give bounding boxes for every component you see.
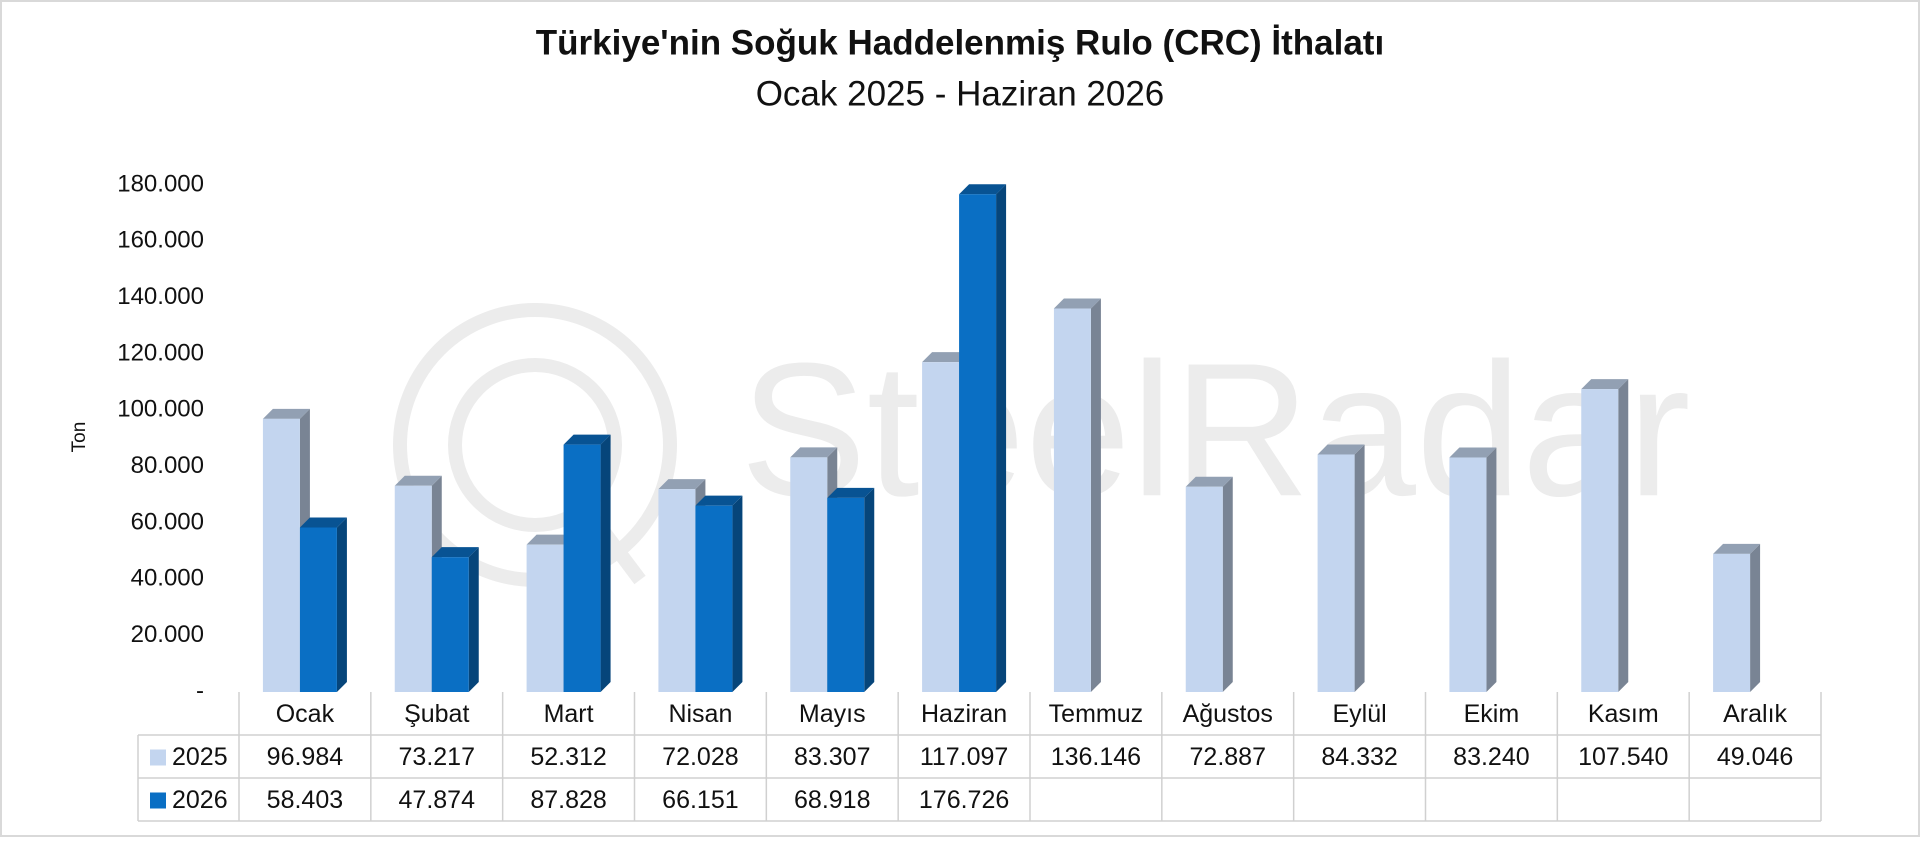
bar-top xyxy=(563,434,611,445)
chart-subtitle: Ocak 2025 - Haziran 2026 xyxy=(756,74,1165,113)
y-tick-label: 160.000 xyxy=(117,227,204,254)
x-tick-label: Mayıs xyxy=(799,700,866,728)
bar xyxy=(1713,553,1751,692)
legend-label: 2026 xyxy=(172,786,228,814)
y-axis-label: Ton xyxy=(69,422,90,453)
legend-label: 2025 xyxy=(172,743,228,771)
x-tick-label: Haziran xyxy=(921,700,1007,728)
data-table-value: 72.887 xyxy=(1190,743,1266,771)
bar-side xyxy=(600,434,611,692)
bar-side xyxy=(1354,444,1365,692)
bar-top xyxy=(1185,476,1233,487)
bar-top xyxy=(1317,444,1365,455)
data-table-value: 58.403 xyxy=(267,786,343,814)
bar-top xyxy=(526,534,574,545)
bar-top xyxy=(827,487,875,498)
x-tick-label: Ocak xyxy=(276,700,335,728)
bar-top xyxy=(394,475,442,486)
bar xyxy=(262,418,300,692)
y-tick-label: 20.000 xyxy=(131,621,204,648)
data-table-value: 72.028 xyxy=(662,743,738,771)
bar-side xyxy=(1750,543,1761,692)
legend-swatch xyxy=(150,749,166,766)
x-tick-label: Eylül xyxy=(1332,700,1386,728)
bar-side xyxy=(1486,447,1497,692)
bar-top xyxy=(1713,543,1761,554)
data-table-value: 49.046 xyxy=(1717,743,1793,771)
data-table-value: 107.540 xyxy=(1578,743,1668,771)
data-table-value: 96.984 xyxy=(267,743,344,771)
bar xyxy=(827,497,865,692)
y-tick-label: 60.000 xyxy=(131,508,204,535)
bar xyxy=(695,505,733,692)
bar xyxy=(658,489,696,692)
bar xyxy=(1581,389,1619,692)
x-tick-label: Ağustos xyxy=(1183,700,1273,728)
bar xyxy=(1449,457,1487,692)
data-table-value: 68.918 xyxy=(794,786,870,814)
bar-top xyxy=(1449,447,1497,458)
data-table-value: 83.307 xyxy=(794,743,870,771)
bar xyxy=(394,485,432,692)
bar-top xyxy=(790,447,838,458)
data-table-value: 176.726 xyxy=(919,786,1009,814)
bar xyxy=(431,557,469,692)
x-tick-label: Şubat xyxy=(404,700,469,728)
bar xyxy=(299,527,337,692)
data-table: Ocak Şubat Mart Nisan Mayıs Haziran Temmuz Ağus… xyxy=(137,692,1822,822)
x-tick-label: Ekim xyxy=(1464,700,1520,728)
bar-top xyxy=(1053,298,1101,309)
y-tick-label: 140.000 xyxy=(117,283,204,310)
bar-side xyxy=(336,517,347,692)
chart-title: Türkiye'nin Soğuk Haddelenmiş Rulo (CRC)… xyxy=(536,23,1384,62)
y-tick-label: - xyxy=(196,677,204,704)
bar-top xyxy=(658,479,706,490)
data-table-value: 117.097 xyxy=(920,743,1009,771)
bar-top xyxy=(299,517,347,528)
bar-top xyxy=(959,184,1007,195)
bar-side xyxy=(468,547,479,692)
y-tick-label: 180.000 xyxy=(117,170,204,197)
bar xyxy=(790,457,828,692)
data-table-value: 87.828 xyxy=(530,786,606,814)
data-table-value: 73.217 xyxy=(399,743,475,771)
bar-top xyxy=(695,495,743,506)
data-table-value: 136.146 xyxy=(1051,743,1141,771)
bar-side xyxy=(996,184,1007,692)
data-table-value: 83.240 xyxy=(1453,743,1529,771)
y-tick-label: 100.000 xyxy=(117,396,204,423)
x-tick-label: Mart xyxy=(544,700,594,728)
y-tick-label: 120.000 xyxy=(117,339,204,366)
data-table-value: 84.332 xyxy=(1321,743,1397,771)
data-table-value: 66.151 xyxy=(662,786,738,814)
bar-top xyxy=(1581,379,1629,390)
y-tick-label: 40.000 xyxy=(131,565,204,592)
bar xyxy=(1185,486,1223,692)
bar xyxy=(526,544,564,692)
bar-side xyxy=(1618,379,1629,692)
bar xyxy=(922,362,960,692)
bar-side xyxy=(732,495,743,692)
bar-top xyxy=(431,547,479,558)
bar xyxy=(959,194,997,692)
x-tick-label: Aralık xyxy=(1723,700,1787,728)
legend-swatch xyxy=(150,792,166,809)
x-tick-label: Nisan xyxy=(668,700,732,728)
x-tick-label: Kasım xyxy=(1588,700,1659,728)
bar xyxy=(563,444,601,692)
bar-side xyxy=(1090,298,1101,692)
bar-side xyxy=(864,487,875,692)
y-tick-label: 80.000 xyxy=(131,452,204,479)
bar-top xyxy=(262,408,310,419)
bar-side xyxy=(1222,476,1233,692)
x-tick-label: Temmuz xyxy=(1049,700,1143,728)
data-table-value: 52.312 xyxy=(530,743,606,771)
bar xyxy=(1053,308,1091,692)
bar-top xyxy=(922,352,970,363)
data-table-value: 47.874 xyxy=(399,786,476,814)
bar xyxy=(1317,454,1355,692)
